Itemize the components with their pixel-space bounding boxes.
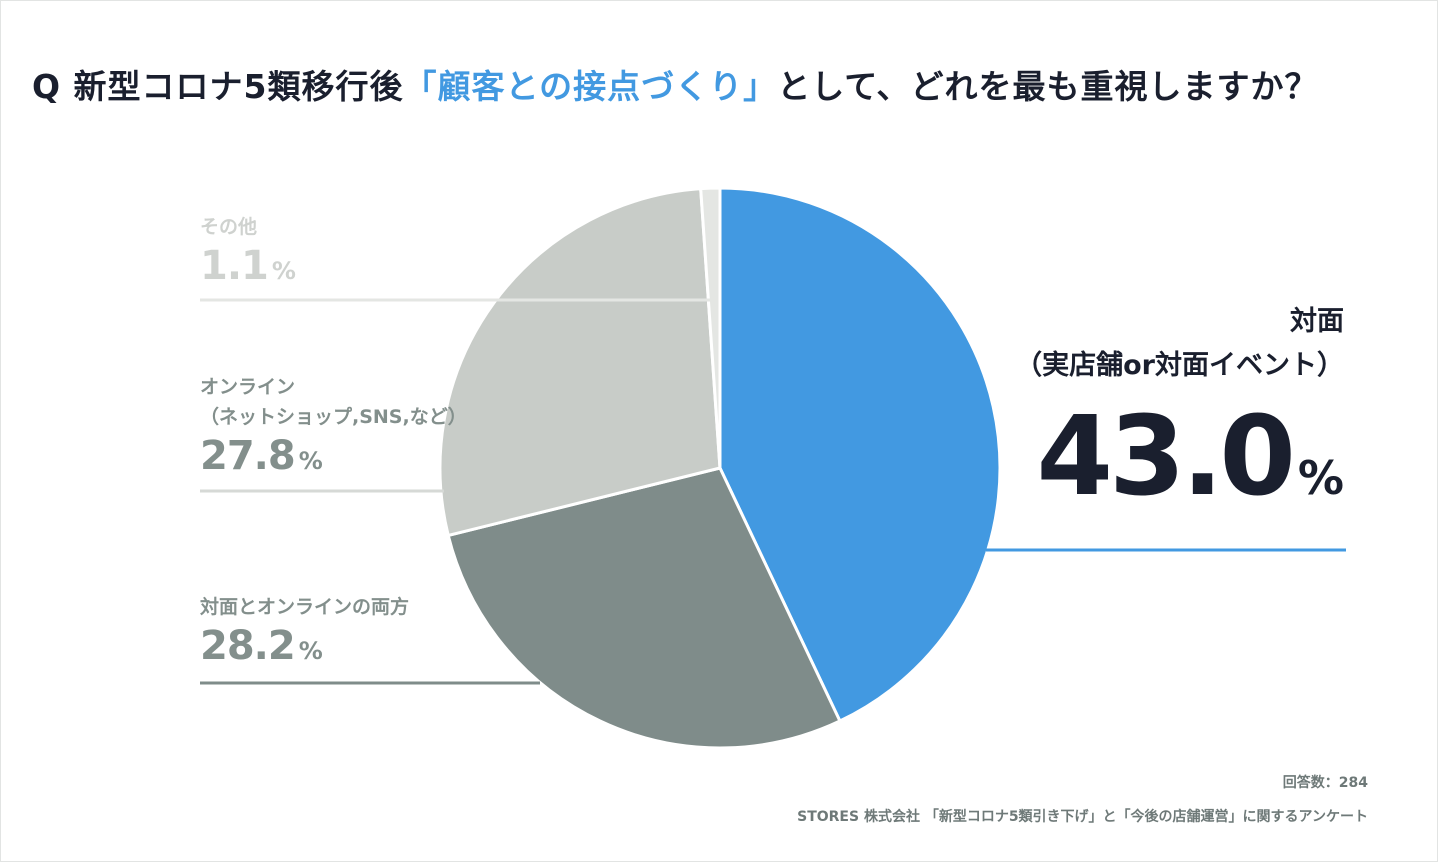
label-other-name: その他 bbox=[200, 216, 258, 238]
label-online-detail: （ネットショップ,SNS,など） bbox=[200, 406, 467, 428]
title-suffix: として、どれを最も重視しますか？ bbox=[777, 67, 1319, 106]
label-online: オンライン （ネットショップ,SNS,など） 27.8% bbox=[200, 372, 467, 485]
pie-slice-other bbox=[699, 186, 722, 470]
label-face-value-line: 43.0% bbox=[1015, 396, 1345, 538]
title-prefix: Q 新型コロナ5類移行後 bbox=[32, 67, 404, 106]
label-both-unit: % bbox=[298, 637, 323, 665]
label-other-value-line: 1.1% bbox=[200, 242, 296, 295]
label-both: 対面とオンラインの両方 28.2% bbox=[200, 592, 409, 675]
label-face-name: 対面 bbox=[1290, 306, 1344, 337]
label-online-unit: % bbox=[298, 447, 323, 475]
label-online-value: 27.8 bbox=[200, 433, 296, 479]
pie-slice-both bbox=[446, 466, 842, 750]
label-face-value: 43.0 bbox=[1036, 392, 1296, 520]
pie-slice-online bbox=[438, 187, 722, 537]
label-online-value-line: 27.8% bbox=[200, 432, 467, 485]
source-note: STORES 株式会社 「新型コロナ5類引き下げ」と「今後の店舗運営」に関するア… bbox=[797, 809, 1368, 825]
response-count: 回答数：284 bbox=[1282, 775, 1368, 791]
label-other-unit: % bbox=[271, 257, 296, 285]
chart-title: Q 新型コロナ5類移行後「顧客との接点づくり」として、どれを最も重視しますか？ bbox=[32, 60, 1422, 108]
label-face: 対面 （実店舗or対面イベント） 43.0% bbox=[1015, 300, 1344, 538]
label-other-value: 1.1 bbox=[200, 243, 269, 289]
title-highlight: 「顧客との接点づくり」 bbox=[403, 67, 778, 106]
label-other: その他 1.1% bbox=[200, 212, 296, 295]
label-face-detail: （実店舗or対面イベント） bbox=[1015, 350, 1344, 381]
label-both-value: 28.2 bbox=[200, 623, 296, 669]
label-both-value-line: 28.2% bbox=[200, 622, 409, 675]
label-face-unit: % bbox=[1297, 451, 1344, 505]
pie-slice-face bbox=[718, 186, 1002, 723]
label-both-name: 対面とオンラインの両方 bbox=[200, 596, 410, 618]
label-online-name: オンライン bbox=[200, 376, 296, 398]
